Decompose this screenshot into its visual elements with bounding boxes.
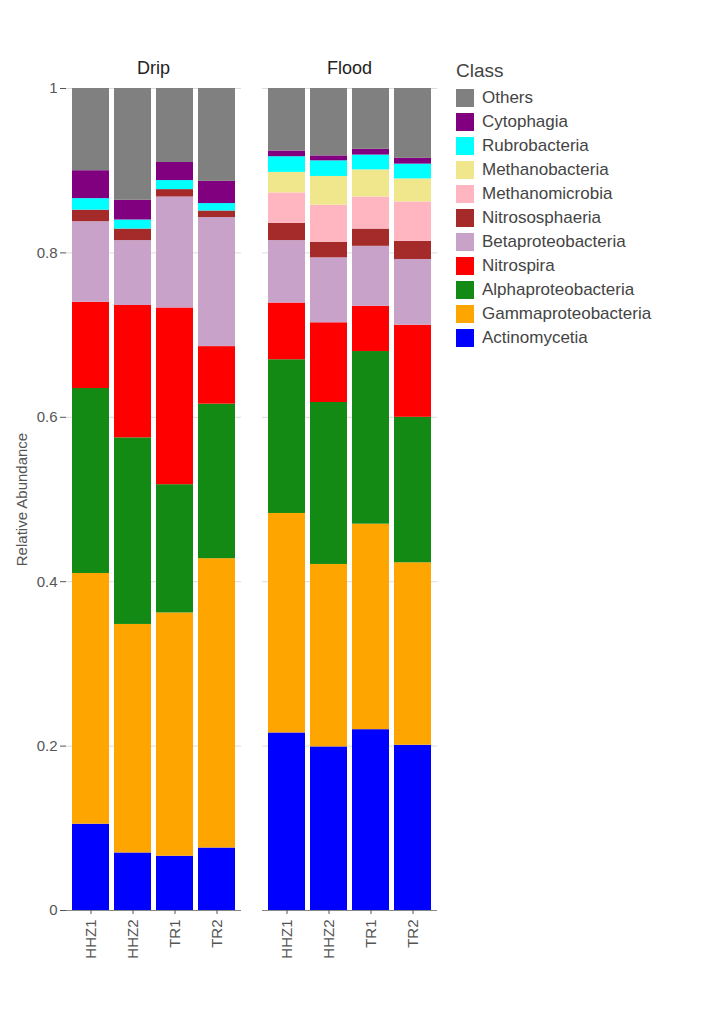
html-text:Cytophagia: Cytophagia [482, 112, 568, 131]
svg-text:HHZ2: HHZ2 [124, 920, 141, 959]
html-text:Nitrospira: Nitrospira [482, 256, 555, 275]
svg-text:0: 0 [49, 901, 57, 918]
html-text:Class: Class [456, 60, 504, 81]
html-text:Alphaproteobacteria: Alphaproteobacteria [482, 280, 635, 299]
html-text:Actinomycetia: Actinomycetia [482, 328, 588, 347]
svg-text:TR2: TR2 [404, 920, 421, 948]
html-text:Others: Others [482, 88, 533, 107]
svg-text:0.2: 0.2 [37, 737, 58, 754]
svg-text:HHZ2: HHZ2 [320, 920, 337, 959]
html-text:Betaproteobacteria: Betaproteobacteria [482, 232, 626, 251]
svg-text:TR2: TR2 [208, 920, 225, 948]
svg-text:0.8: 0.8 [37, 244, 58, 261]
html-text:Methanobacteria: Methanobacteria [482, 160, 609, 179]
svg-text:HHZ1: HHZ1 [278, 920, 295, 959]
html-text:Flood: Flood [327, 58, 372, 78]
html-text:Nitrososphaeria: Nitrososphaeria [482, 208, 602, 227]
svg-text:0.4: 0.4 [37, 573, 58, 590]
html-text:Rubrobacteria: Rubrobacteria [482, 136, 589, 155]
svg-text:1: 1 [49, 80, 57, 96]
html-text:Drip: Drip [137, 58, 170, 78]
svg-text:TR1: TR1 [362, 920, 379, 948]
html-text:Gammaproteobacteria: Gammaproteobacteria [482, 304, 652, 323]
svg-text:TR1: TR1 [166, 920, 183, 948]
svg-text:HHZ1: HHZ1 [82, 920, 99, 959]
html-text:Methanomicrobia: Methanomicrobia [482, 184, 613, 203]
svg-text:0.6: 0.6 [37, 408, 58, 425]
svg-text:Relative Abundance: Relative Abundance [13, 433, 30, 566]
